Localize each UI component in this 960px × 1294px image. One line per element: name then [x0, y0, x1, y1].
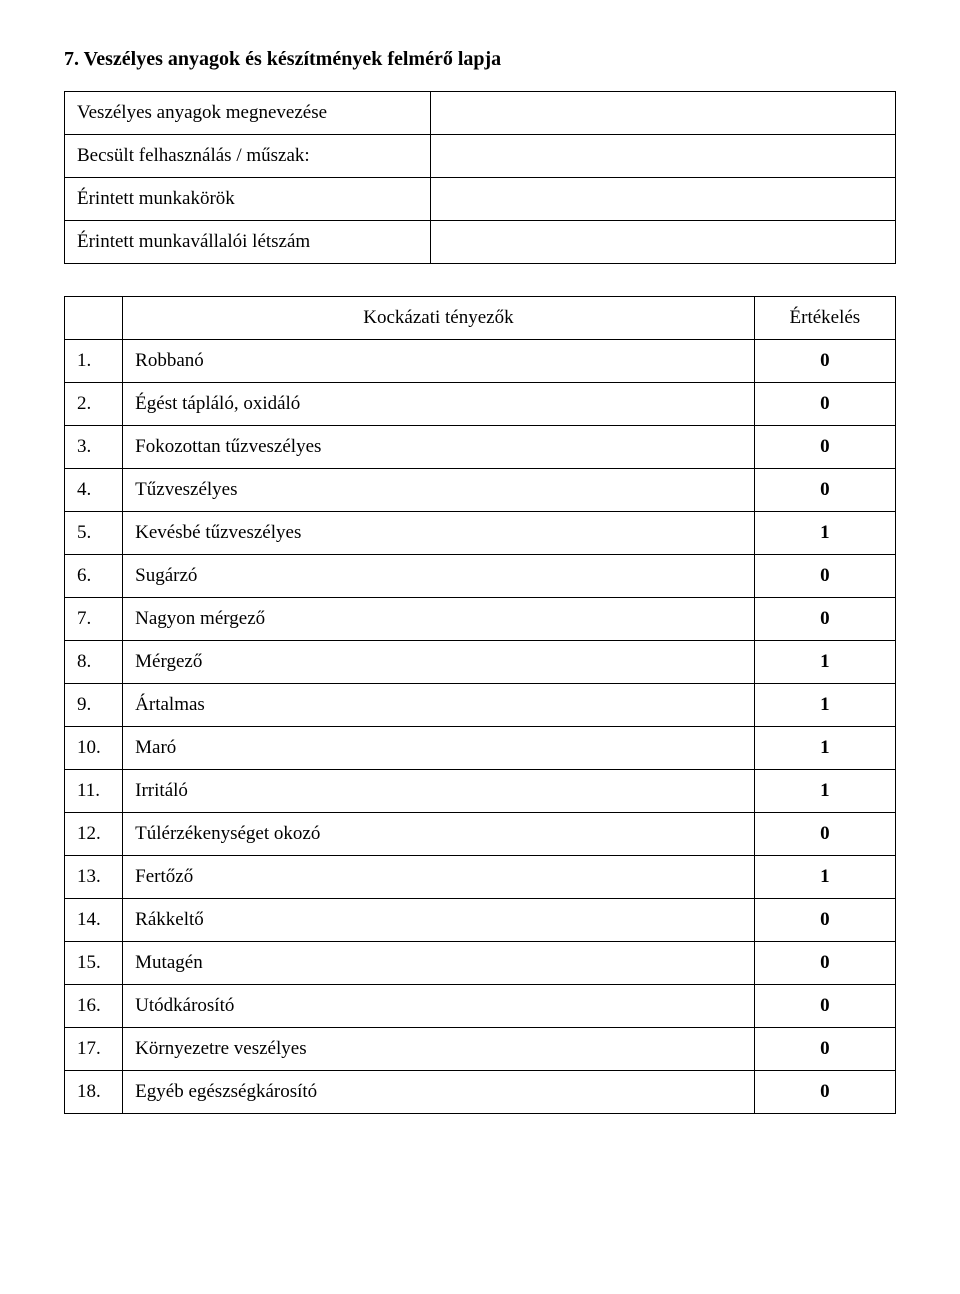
risk-value: 0 [754, 340, 895, 383]
page-title: 7. Veszélyes anyagok és készítmények fel… [64, 48, 896, 71]
info-label: Érintett munkavállalói létszám [65, 221, 431, 264]
risk-num: 9. [65, 684, 123, 727]
risk-num: 10. [65, 727, 123, 770]
risk-text: Rákkeltő [123, 899, 755, 942]
risk-value: 0 [754, 383, 895, 426]
risk-row: 7.Nagyon mérgező0 [65, 598, 896, 641]
risk-text: Ártalmas [123, 684, 755, 727]
risk-row: 14.Rákkeltő0 [65, 899, 896, 942]
info-row: Becsült felhasználás / műszak: [65, 135, 896, 178]
risk-value: 1 [754, 684, 895, 727]
risk-row: 12.Túlérzékenységet okozó0 [65, 813, 896, 856]
risk-num: 11. [65, 770, 123, 813]
risk-text: Sugárzó [123, 555, 755, 598]
risk-num: 6. [65, 555, 123, 598]
risk-text: Mutagén [123, 942, 755, 985]
risk-row: 4.Tűzveszélyes0 [65, 469, 896, 512]
risk-row: 9.Ártalmas1 [65, 684, 896, 727]
info-row: Veszélyes anyagok megnevezése [65, 92, 896, 135]
risk-num: 17. [65, 1028, 123, 1071]
risk-value: 0 [754, 942, 895, 985]
risk-text: Kevésbé tűzveszélyes [123, 512, 755, 555]
risk-row: 6.Sugárzó0 [65, 555, 896, 598]
risk-row: 16.Utódkárosító0 [65, 985, 896, 1028]
risk-row: 8.Mérgező1 [65, 641, 896, 684]
risk-num: 15. [65, 942, 123, 985]
risk-row: 1.Robbanó0 [65, 340, 896, 383]
risk-text: Utódkárosító [123, 985, 755, 1028]
risk-value: 1 [754, 856, 895, 899]
risk-row: 13.Fertőző1 [65, 856, 896, 899]
risk-num: 8. [65, 641, 123, 684]
risk-text: Maró [123, 727, 755, 770]
risk-table-header: Kockázati tényezők Értékelés [65, 297, 896, 340]
header-num-cell [65, 297, 123, 340]
risk-num: 3. [65, 426, 123, 469]
risk-value: 1 [754, 727, 895, 770]
risk-num: 13. [65, 856, 123, 899]
risk-value: 0 [754, 426, 895, 469]
info-value [430, 92, 895, 135]
risk-text: Környezetre veszélyes [123, 1028, 755, 1071]
info-label: Veszélyes anyagok megnevezése [65, 92, 431, 135]
risk-num: 18. [65, 1071, 123, 1114]
risk-table: Kockázati tényezők Értékelés 1.Robbanó02… [64, 296, 896, 1114]
risk-text: Robbanó [123, 340, 755, 383]
risk-num: 7. [65, 598, 123, 641]
risk-value: 0 [754, 1028, 895, 1071]
risk-value: 0 [754, 1071, 895, 1114]
risk-row: 2.Égést tápláló, oxidáló0 [65, 383, 896, 426]
risk-num: 12. [65, 813, 123, 856]
risk-text: Egyéb egészségkárosító [123, 1071, 755, 1114]
header-rating-cell: Értékelés [754, 297, 895, 340]
risk-value: 1 [754, 770, 895, 813]
risk-num: 14. [65, 899, 123, 942]
risk-row: 15.Mutagén0 [65, 942, 896, 985]
risk-text: Tűzveszélyes [123, 469, 755, 512]
info-label: Becsült felhasználás / műszak: [65, 135, 431, 178]
risk-text: Túlérzékenységet okozó [123, 813, 755, 856]
risk-text: Fokozottan tűzveszélyes [123, 426, 755, 469]
risk-value: 0 [754, 598, 895, 641]
risk-value: 0 [754, 899, 895, 942]
info-value [430, 221, 895, 264]
risk-num: 1. [65, 340, 123, 383]
risk-num: 2. [65, 383, 123, 426]
risk-row: 10.Maró1 [65, 727, 896, 770]
risk-row: 18.Egyéb egészségkárosító0 [65, 1071, 896, 1114]
risk-row: 11.Irritáló1 [65, 770, 896, 813]
info-row: Érintett munkakörök [65, 178, 896, 221]
risk-value: 1 [754, 641, 895, 684]
risk-row: 17.Környezetre veszélyes0 [65, 1028, 896, 1071]
risk-text: Fertőző [123, 856, 755, 899]
risk-value: 0 [754, 813, 895, 856]
risk-value: 0 [754, 469, 895, 512]
info-value [430, 178, 895, 221]
risk-value: 0 [754, 985, 895, 1028]
info-row: Érintett munkavállalói létszám [65, 221, 896, 264]
info-label: Érintett munkakörök [65, 178, 431, 221]
risk-num: 4. [65, 469, 123, 512]
info-table: Veszélyes anyagok megnevezéseBecsült fel… [64, 91, 896, 264]
risk-text: Égést tápláló, oxidáló [123, 383, 755, 426]
risk-value: 1 [754, 512, 895, 555]
risk-value: 0 [754, 555, 895, 598]
risk-row: 3.Fokozottan tűzveszélyes0 [65, 426, 896, 469]
risk-num: 5. [65, 512, 123, 555]
risk-row: 5.Kevésbé tűzveszélyes1 [65, 512, 896, 555]
risk-text: Irritáló [123, 770, 755, 813]
info-value [430, 135, 895, 178]
header-factor-cell: Kockázati tényezők [123, 297, 755, 340]
risk-text: Nagyon mérgező [123, 598, 755, 641]
risk-text: Mérgező [123, 641, 755, 684]
risk-num: 16. [65, 985, 123, 1028]
